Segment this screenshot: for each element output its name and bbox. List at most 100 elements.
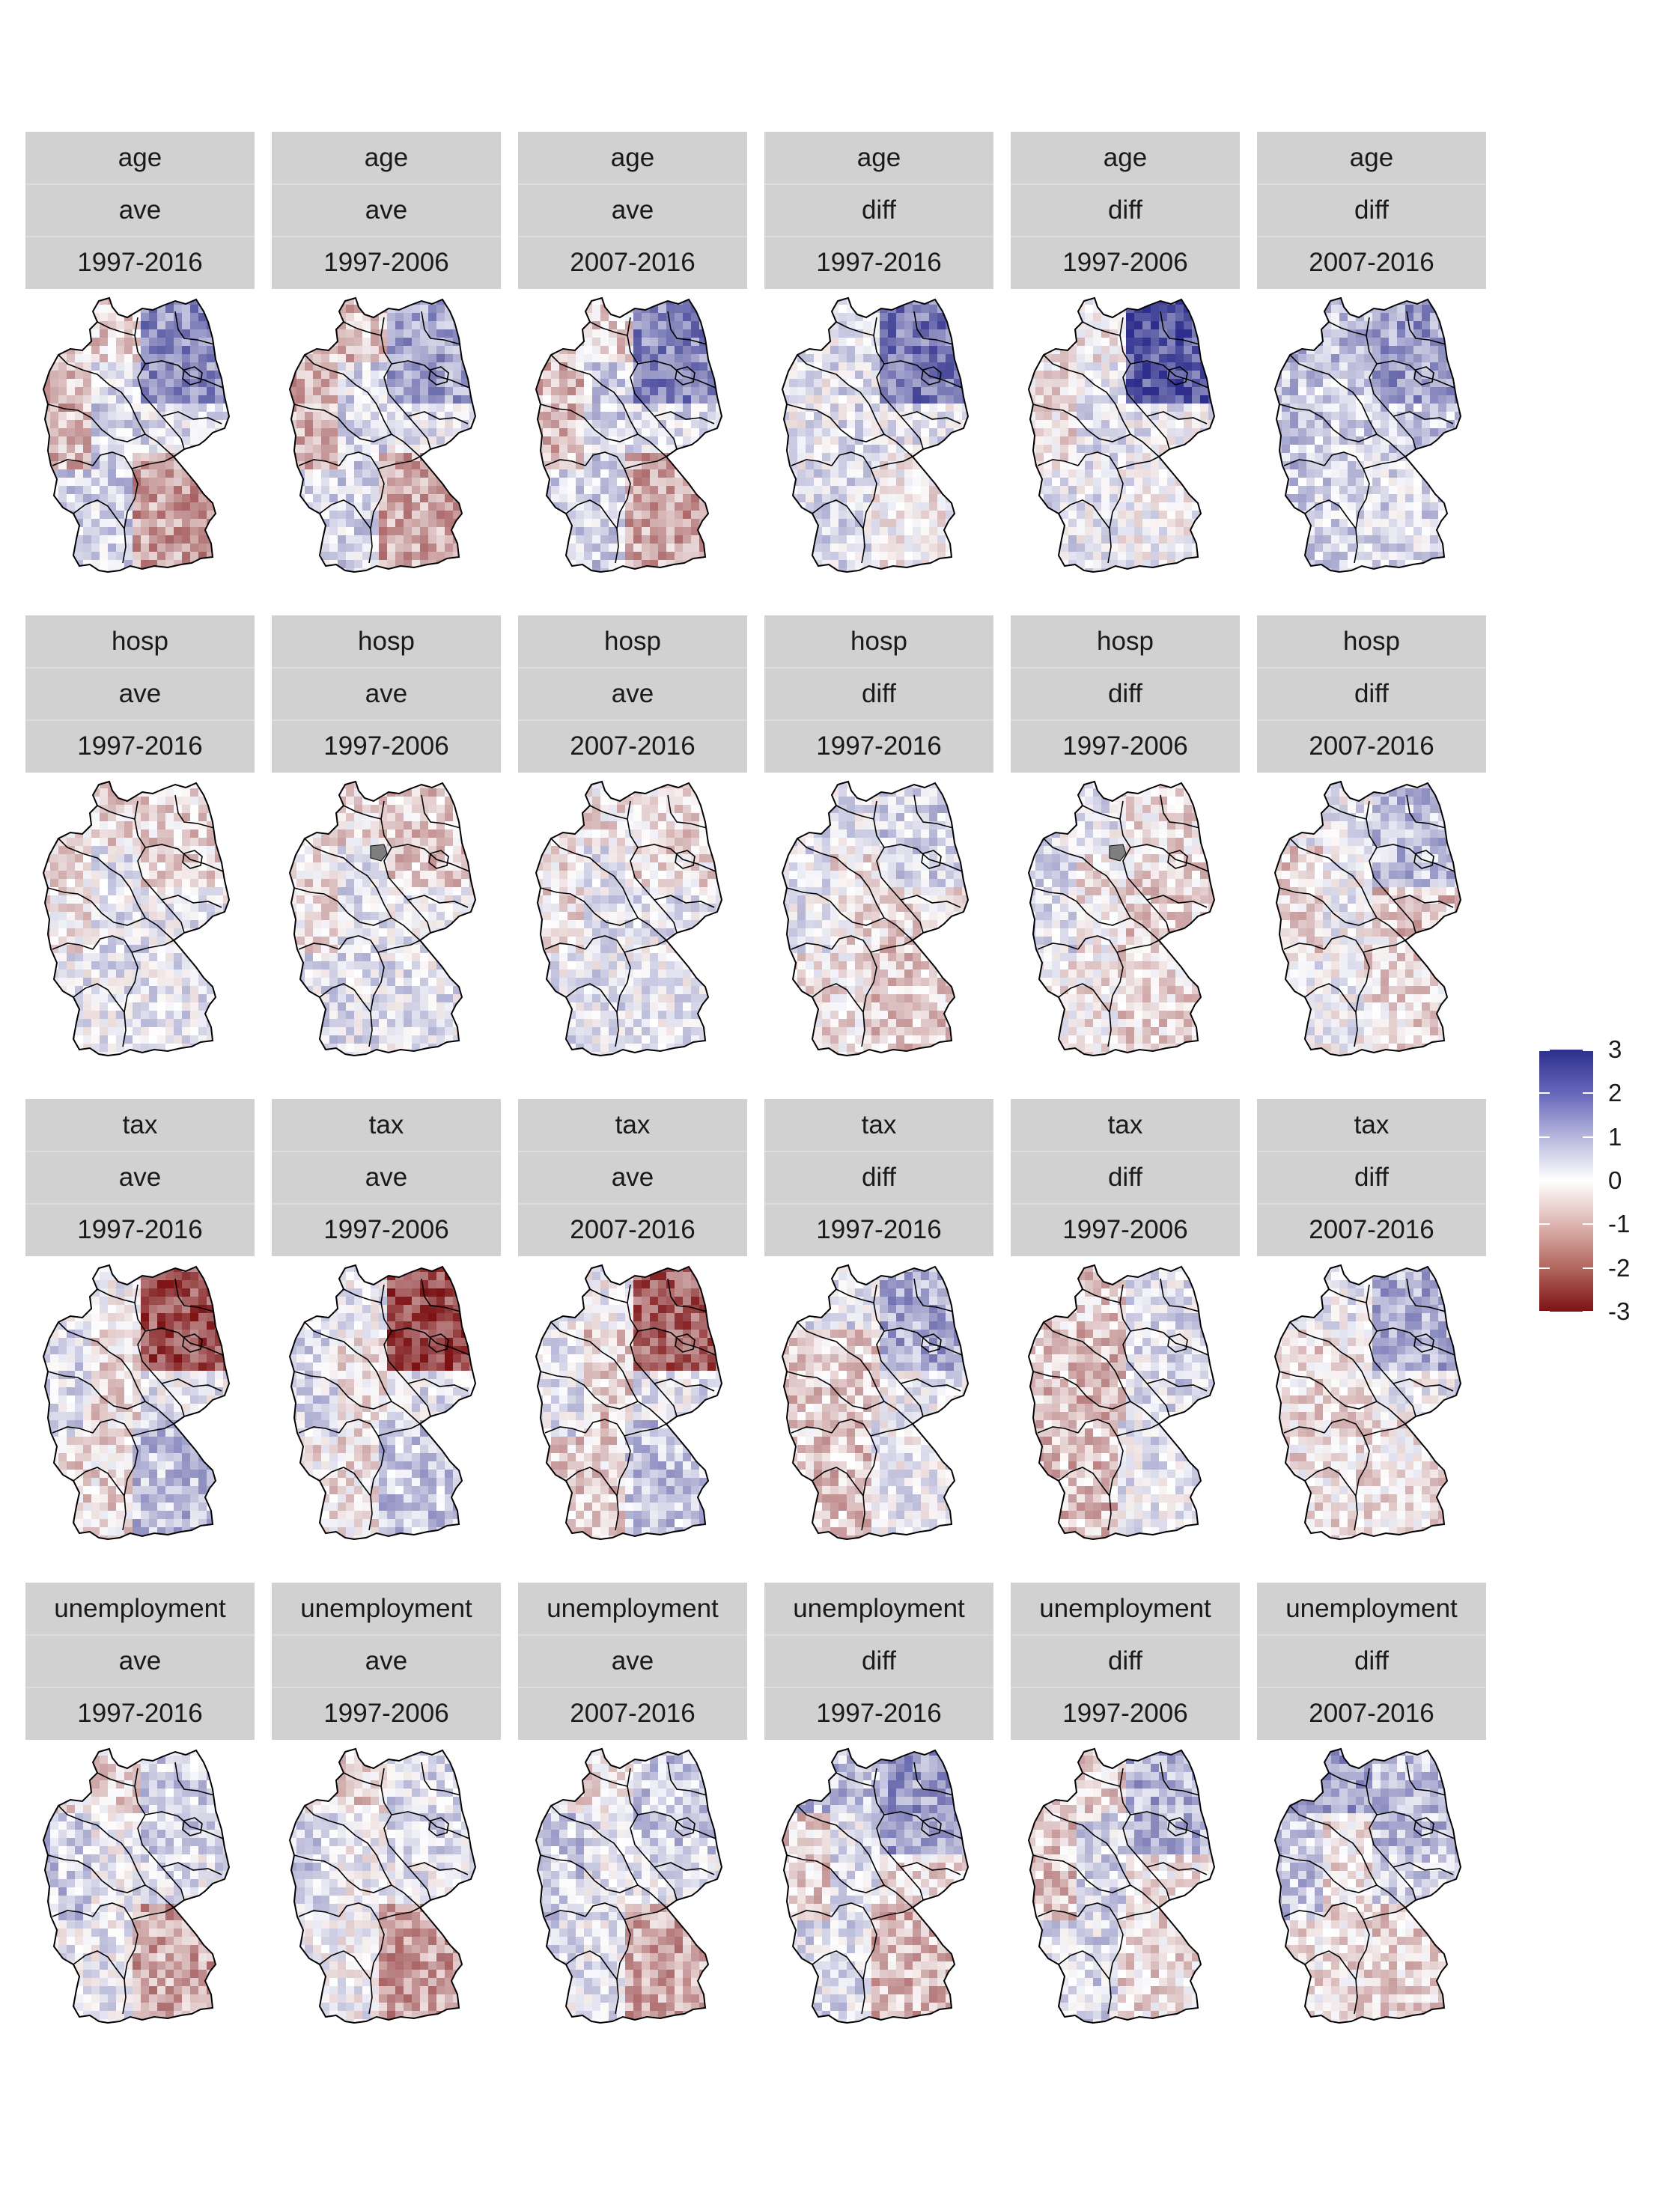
district-cell <box>478 453 487 462</box>
district-cell <box>428 329 437 338</box>
district-cell <box>362 354 371 363</box>
district-cell <box>1217 428 1226 437</box>
district-cell <box>387 519 396 528</box>
district-cell <box>707 478 716 487</box>
district-cell <box>1085 420 1094 429</box>
district-cell <box>937 453 946 462</box>
district-cell <box>445 552 454 561</box>
district-cell <box>888 469 897 478</box>
district-cell <box>839 313 847 322</box>
district-cell <box>305 511 314 520</box>
district-cell <box>1044 371 1053 380</box>
district-cell <box>1151 362 1160 371</box>
district-cell <box>305 445 314 454</box>
district-cell <box>1167 552 1176 561</box>
district-cell <box>536 313 544 322</box>
district-cell <box>675 371 684 380</box>
district-cell <box>707 412 716 421</box>
district-cell <box>716 478 722 487</box>
district-cell <box>954 478 963 487</box>
district-cell <box>207 362 216 371</box>
district-cell <box>740 544 747 552</box>
district-cell <box>1142 354 1151 363</box>
district-cell <box>830 560 839 569</box>
district-cell <box>1118 469 1127 478</box>
district-cell <box>830 576 839 585</box>
district-cell <box>1167 494 1176 503</box>
district-cell <box>321 412 330 421</box>
district-cell <box>1085 486 1094 495</box>
district-cell <box>962 544 968 552</box>
district-cell <box>1315 387 1324 396</box>
district-cell <box>329 552 338 561</box>
district-cell <box>1422 346 1431 355</box>
district-cell <box>551 486 560 495</box>
district-cell <box>387 404 396 413</box>
district-cell <box>133 494 141 503</box>
district-cell <box>1298 362 1307 371</box>
district-cell <box>1134 395 1143 404</box>
district-cell <box>182 346 191 355</box>
district-cell <box>979 552 987 561</box>
district-cell <box>157 387 166 396</box>
district-cell <box>116 478 125 487</box>
district-cell <box>174 305 183 314</box>
district-cell <box>91 535 100 544</box>
district-cell <box>1225 511 1234 520</box>
district-cell <box>240 445 249 454</box>
district-cell <box>1068 395 1077 404</box>
district-cell <box>428 305 437 314</box>
facet-statistic-label: ave <box>518 184 747 237</box>
district-cell <box>346 329 355 338</box>
district-cell <box>1035 428 1044 437</box>
district-cell <box>797 568 806 572</box>
district-cell <box>609 420 618 429</box>
district-cell <box>592 420 601 429</box>
district-cell <box>1290 298 1299 305</box>
district-cell <box>157 461 166 470</box>
district-cell <box>1134 387 1143 396</box>
district-cell <box>814 305 823 314</box>
district-cell <box>290 535 297 544</box>
district-cell <box>617 395 626 404</box>
district-cell <box>847 354 856 363</box>
district-cell <box>822 461 831 470</box>
district-cell <box>116 511 125 520</box>
district-cell <box>600 576 609 585</box>
district-cell <box>650 486 659 495</box>
facet-panel: age diff 2007-2016 <box>1257 132 1486 603</box>
district-cell <box>716 544 722 552</box>
district-cell <box>707 568 716 572</box>
district-cell <box>371 511 380 520</box>
district-cell <box>740 395 747 404</box>
district-cell <box>445 576 454 585</box>
district-cell <box>1225 428 1234 437</box>
district-cell <box>1101 428 1110 437</box>
district-cell <box>412 404 421 413</box>
district-cell <box>1208 453 1214 462</box>
district-cell <box>609 313 618 322</box>
district-cell <box>888 420 897 429</box>
district-cell <box>551 576 560 585</box>
district-cell <box>880 436 889 445</box>
district-cells <box>1029 298 1234 572</box>
district-cell <box>592 478 601 487</box>
district-cell <box>100 436 109 445</box>
district-cell <box>716 453 722 462</box>
district-cell <box>124 453 133 462</box>
district-cell <box>559 395 568 404</box>
district-cell <box>592 461 601 470</box>
district-cell <box>223 494 229 503</box>
district-cell <box>1126 511 1135 520</box>
district-cell <box>338 321 347 330</box>
district-cell <box>543 338 552 347</box>
district-cell <box>724 428 733 437</box>
district-cell <box>321 329 330 338</box>
district-cell <box>929 576 938 585</box>
district-cell <box>929 420 938 429</box>
district-cell <box>75 362 84 371</box>
district-cell <box>625 502 634 511</box>
district-cell <box>691 469 700 478</box>
district-cell <box>970 544 979 552</box>
district-cell <box>371 371 380 380</box>
